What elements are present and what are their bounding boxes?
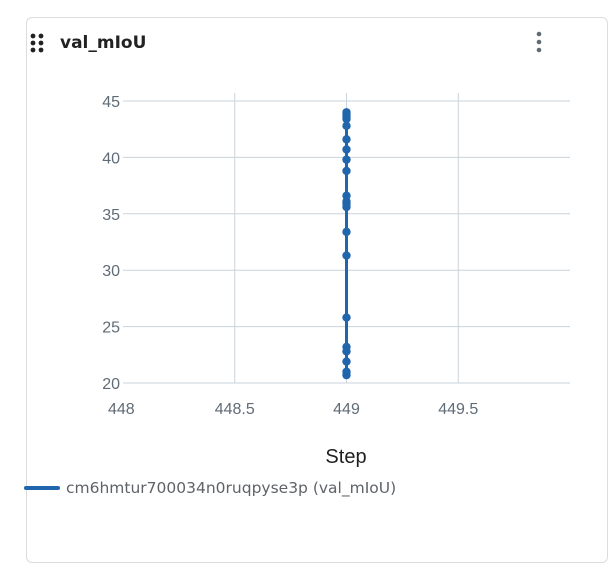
data-point[interactable]	[342, 251, 351, 260]
y-tick-label: 35	[102, 207, 120, 224]
tick-labels: 20 25 30 35 40 45 448 448.5 449 449.5	[102, 94, 478, 418]
data-point[interactable]	[342, 145, 351, 154]
data-point[interactable]	[342, 155, 351, 164]
y-tick-label: 30	[102, 263, 120, 280]
data-point[interactable]	[342, 313, 351, 322]
line-chart: 20 25 30 35 40 45 448 448.5 449 449.5 Step	[102, 93, 570, 468]
legend[interactable]: cm6hmtur700034n0ruqpyse3p (val_mIoU)	[24, 476, 396, 500]
y-tick-label: 40	[102, 150, 120, 167]
legend-swatch	[24, 486, 60, 490]
data-point[interactable]	[342, 191, 351, 200]
data-point[interactable]	[342, 166, 351, 176]
panel-title: val_mIoU	[60, 33, 147, 53]
data-point[interactable]	[342, 108, 351, 117]
y-tick-label: 45	[102, 94, 120, 111]
data-point[interactable]	[342, 121, 351, 131]
x-tick-label: 448	[108, 401, 135, 418]
data-point[interactable]	[342, 357, 351, 366]
x-tick-label: 449	[333, 401, 360, 418]
drag-handle-icon[interactable]	[29, 33, 45, 53]
y-tick-label: 25	[102, 320, 120, 337]
data-point[interactable]	[342, 367, 351, 376]
data-point[interactable]	[342, 342, 351, 352]
series-layer	[342, 108, 351, 380]
y-tick-label: 20	[102, 376, 120, 393]
x-tick-label: 448.5	[215, 401, 255, 418]
more-vertical-icon[interactable]	[530, 30, 548, 56]
data-point[interactable]	[342, 227, 351, 237]
chart-panel	[26, 17, 608, 563]
x-tick-label: 449.5	[438, 401, 478, 418]
data-point[interactable]	[342, 135, 351, 144]
x-axis-label: Step	[325, 446, 366, 468]
legend-label: cm6hmtur700034n0ruqpyse3p (val_mIoU)	[66, 479, 397, 497]
